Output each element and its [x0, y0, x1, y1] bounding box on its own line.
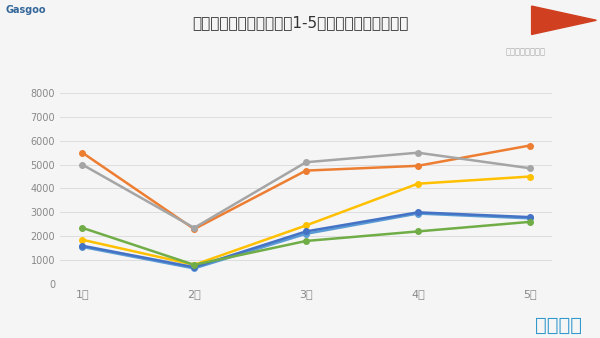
理想 [302, 160, 310, 164]
Text: 数读车市: 数读车市 [535, 316, 582, 335]
小鹏 [526, 144, 533, 148]
威马 [302, 239, 310, 243]
哪吒 [191, 263, 198, 267]
蔚来 [302, 232, 310, 236]
零跑 [414, 210, 421, 214]
零跑 [526, 215, 533, 219]
威马 [79, 226, 86, 230]
Text: 数据来源：保追会: 数据来源：保追会 [506, 47, 546, 56]
Line: 小鹏: 小鹏 [80, 143, 532, 232]
哪吒 [414, 182, 421, 186]
小鹏 [414, 164, 421, 168]
Text: 国内部分造车新势力今年1-5月上险量（单位：辆）: 国内部分造车新势力今年1-5月上险量（单位：辆） [192, 15, 408, 30]
理想 [414, 151, 421, 155]
理想 [526, 166, 533, 170]
Line: 威马: 威马 [80, 219, 532, 268]
蔚来 [526, 216, 533, 220]
蔚来 [79, 245, 86, 249]
Line: 理想: 理想 [80, 150, 532, 231]
蔚来 [191, 266, 198, 270]
Legend: 蔚来, 小鹏, 理想, 哪吒, 零跑, 威马: 蔚来, 小鹏, 理想, 哪吒, 零跑, 威马 [191, 333, 421, 338]
小鹏 [79, 151, 86, 155]
小鹏 [191, 227, 198, 231]
零跑 [79, 244, 86, 248]
Line: 零跑: 零跑 [80, 210, 532, 270]
蔚来 [414, 212, 421, 216]
零跑 [302, 230, 310, 234]
威马 [191, 263, 198, 267]
哪吒 [302, 223, 310, 227]
理想 [79, 163, 86, 167]
Text: Gasgoo: Gasgoo [6, 5, 47, 15]
零跑 [191, 265, 198, 269]
威马 [414, 230, 421, 234]
哪吒 [526, 174, 533, 178]
小鹏 [302, 169, 310, 173]
Line: 蔚来: 蔚来 [80, 211, 532, 271]
哪吒 [79, 238, 86, 242]
威马 [526, 220, 533, 224]
Polygon shape [532, 6, 596, 34]
理想 [191, 226, 198, 230]
Line: 哪吒: 哪吒 [80, 174, 532, 268]
